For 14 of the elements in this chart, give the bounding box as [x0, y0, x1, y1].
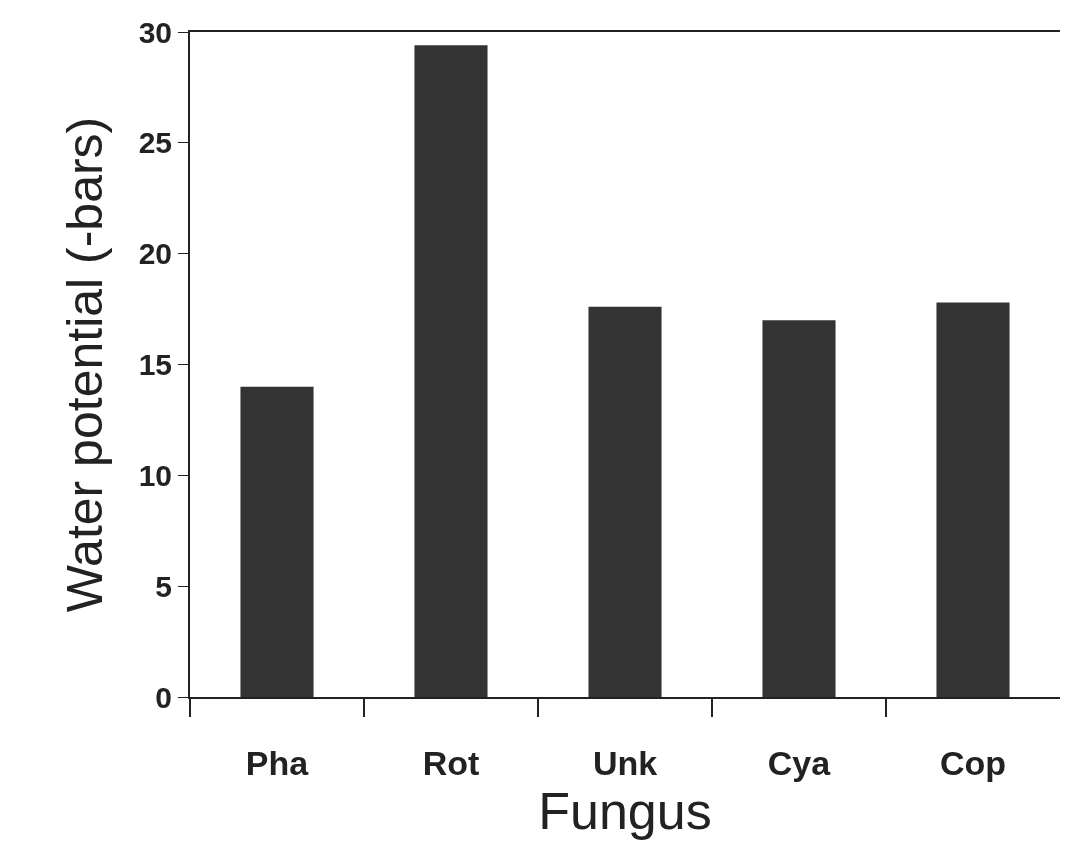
x-tick-label: Unk — [592, 743, 658, 782]
y-axis-title: Water potential (-bars) — [57, 116, 114, 613]
y-tick-label: 0 — [155, 680, 172, 714]
x-tick-label: Cop — [939, 743, 1007, 782]
y-tick-label: 15 — [138, 348, 172, 381]
y-tick-label: 30 — [138, 15, 172, 49]
y-tick-label: 5 — [155, 569, 172, 603]
x-tick-label: Pha — [245, 743, 310, 782]
y-tick-label: 20 — [138, 237, 172, 271]
x-tick-label: Cya — [767, 743, 832, 782]
y-tick-label: 10 — [138, 458, 172, 492]
y-tick-label: 25 — [138, 126, 172, 160]
x-axis-title: Fungus — [538, 781, 712, 840]
x-tick-label: Rot — [422, 743, 480, 782]
